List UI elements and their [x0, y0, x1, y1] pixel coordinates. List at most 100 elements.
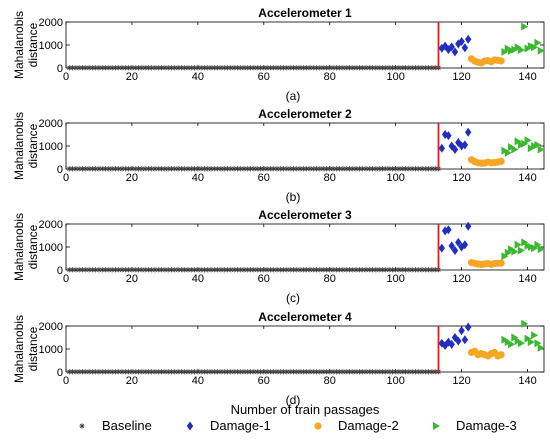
baseline-point [323, 267, 330, 273]
baseline-point [139, 65, 145, 71]
baseline-point [346, 267, 353, 273]
baseline-point [69, 166, 76, 172]
series-points [66, 221, 545, 273]
baseline-point [333, 65, 339, 71]
y-axis-label: Mahalanobisdistance [12, 112, 40, 180]
baseline-point [99, 267, 105, 273]
baseline-point [155, 65, 161, 71]
legend-label: Damage-3 [456, 418, 517, 433]
damage-3-point [531, 331, 539, 340]
damage-1-point [461, 335, 469, 345]
baseline-point [109, 166, 115, 172]
baseline-point [198, 166, 204, 172]
damage-3-point [504, 148, 512, 157]
panel-caption: (a) [286, 89, 301, 103]
shared-x-axis-label: Number of train passages [231, 402, 380, 417]
baseline-point [366, 166, 372, 172]
legend: Baseline Damage-1 Damage-2 Damage-3 [79, 418, 517, 433]
baseline-point [317, 369, 323, 375]
baseline-point [422, 65, 428, 71]
baseline-point [159, 267, 165, 273]
x-tick-label: 60 [258, 71, 270, 83]
damage-1-point [461, 140, 469, 150]
baseline-point [432, 369, 438, 375]
baseline-point [221, 267, 227, 273]
baseline-point [366, 369, 372, 375]
baseline-point [241, 267, 247, 273]
damage-3-point [521, 22, 529, 31]
baseline-point [429, 267, 435, 273]
baseline-point [165, 65, 171, 71]
baseline-point [389, 65, 395, 71]
damage-3-point [524, 136, 532, 145]
damage-1-point [445, 131, 452, 141]
x-tick-label: 0 [63, 375, 69, 387]
x-tick-label: 20 [126, 172, 138, 184]
baseline-point [396, 65, 402, 71]
baseline-point [376, 267, 382, 273]
baseline-point [366, 267, 372, 273]
baseline-point [376, 166, 382, 172]
baseline-point [274, 369, 280, 375]
baseline-point [112, 267, 119, 273]
y-tick-label: 1000 [39, 242, 63, 254]
baseline-point [353, 65, 359, 71]
damage-1-point [464, 127, 472, 137]
x-tick-label: 120 [452, 375, 470, 387]
x-tick-label: 60 [258, 375, 270, 387]
x-tick-label: 100 [386, 172, 404, 184]
x-tick-label: 20 [126, 375, 138, 387]
baseline-point [416, 166, 422, 172]
x-tick-label: 100 [386, 375, 404, 387]
legend-marker [433, 422, 440, 430]
baseline-point [175, 369, 181, 375]
x-tick-label: 40 [192, 71, 204, 83]
baseline-point [234, 369, 241, 375]
y-axis-label: Mahalanobisdistance [12, 315, 40, 383]
baseline-point [412, 65, 419, 71]
x-tick-label: 60 [258, 273, 270, 285]
y-axis-label: Mahalanobisdistance [12, 11, 40, 79]
x-tick-label: 80 [324, 172, 336, 184]
damage-1-point [451, 245, 459, 255]
baseline-point [376, 369, 382, 375]
damage-3-point [534, 339, 542, 348]
baseline-point [221, 369, 227, 375]
legend-label: Baseline [102, 418, 152, 433]
y-axis-label-line: Mahalanobis [12, 112, 26, 180]
baseline-point [327, 369, 333, 375]
baseline-point [294, 166, 300, 172]
legend-item: Damage-3 [433, 418, 517, 433]
y-tick-label: 1000 [39, 40, 63, 52]
baseline-point [287, 166, 293, 172]
baseline-point [185, 267, 191, 273]
x-tick-label: 120 [452, 71, 470, 83]
baseline-point [402, 166, 409, 172]
y-axis-label-line: Mahalanobis [12, 315, 26, 383]
x-tick-label: 140 [518, 273, 536, 285]
baseline-point [313, 65, 320, 71]
baseline-point [300, 369, 306, 375]
baseline-point [244, 369, 250, 375]
x-tick-label: 40 [192, 375, 204, 387]
baseline-point [168, 166, 175, 172]
damage-2-point [497, 259, 505, 267]
baseline-point [79, 166, 86, 172]
damage-1-point [461, 240, 469, 250]
panel-caption: (b) [286, 190, 301, 204]
baseline-point [165, 267, 171, 273]
damage-1-point [461, 43, 469, 53]
damage-1-point [448, 339, 455, 349]
x-tick-label: 0 [63, 273, 69, 285]
baseline-point [251, 65, 257, 71]
baseline-point [248, 166, 254, 172]
damage-1-point [438, 143, 446, 153]
y-axis-label-line: distance [26, 22, 40, 67]
baseline-point [182, 267, 188, 273]
x-tick-label: 140 [518, 375, 536, 387]
baseline-point [313, 267, 320, 273]
baseline-point [373, 166, 379, 172]
baseline-point [277, 65, 283, 71]
baseline-point [135, 65, 142, 71]
